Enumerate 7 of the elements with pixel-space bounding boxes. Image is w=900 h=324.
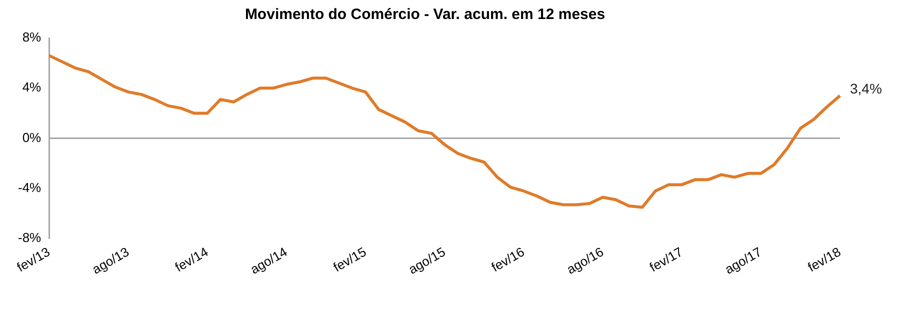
annotation: 3,4% (850, 80, 882, 97)
y-tick-label: 4% (22, 80, 42, 95)
y-tick-label: -8% (18, 230, 42, 246)
y-tick-label: 8% (22, 30, 42, 45)
y-tick-label: 0% (22, 130, 42, 145)
y-tick-label: -4% (18, 180, 42, 196)
chart-title: Movimento do Comércio - Var. acum. em 12 meses (244, 6, 606, 24)
